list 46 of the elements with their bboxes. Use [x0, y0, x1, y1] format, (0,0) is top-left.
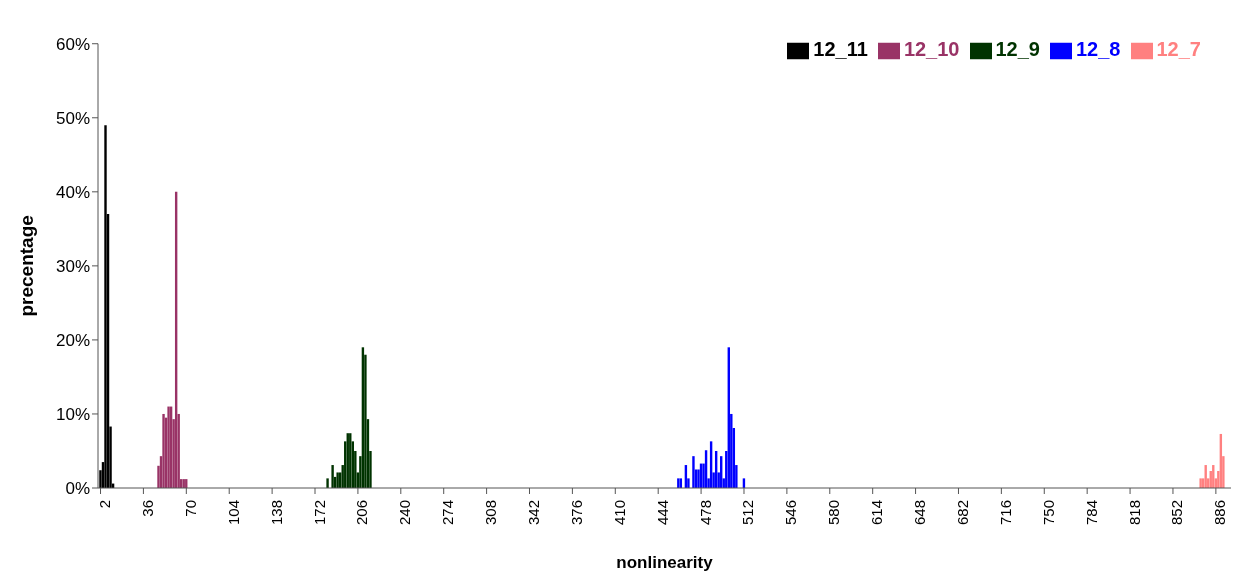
legend-label: 12_9	[995, 38, 1040, 60]
bar	[104, 125, 107, 488]
x-tick-label: 376	[567, 500, 585, 526]
x-tick-label: 172	[310, 500, 328, 526]
x-tick-label: 886	[1211, 500, 1229, 526]
x-tick-label: 36	[138, 500, 156, 517]
x-tick-label: 274	[439, 500, 457, 526]
y-tick-label: 20%	[55, 330, 90, 350]
x-tick-label: 2	[96, 500, 114, 509]
x-tick-label: 342	[525, 500, 542, 526]
x-tick-label: 138	[267, 500, 285, 526]
x-tick-label: 818	[1125, 500, 1143, 526]
x-tick-label: 410	[610, 500, 628, 526]
y-tick-label: 10%	[55, 404, 90, 424]
x-tick-label: 240	[396, 500, 414, 526]
x-axis-title: nonlinearity	[616, 553, 714, 572]
x-tick-label: 478	[696, 500, 714, 526]
y-tick-label: 50%	[55, 108, 90, 128]
y-tick-label: 40%	[55, 182, 90, 202]
y-tick-label: 30%	[55, 256, 90, 276]
x-tick-label: 580	[825, 500, 843, 526]
legend-label: 12_11	[813, 38, 868, 60]
x-tick-label: 546	[782, 500, 800, 526]
x-tick-label: 648	[911, 500, 929, 526]
x-tick-label: 512	[739, 500, 757, 526]
x-tick-label: 852	[1168, 500, 1186, 526]
bar	[326, 478, 329, 488]
bar	[331, 465, 334, 488]
legend-label: 12_10	[903, 38, 960, 60]
x-tick-label: 682	[953, 500, 971, 526]
x-tick-label: 750	[1039, 500, 1057, 526]
x-tick-label: 716	[996, 500, 1014, 526]
x-tick-label: 104	[224, 500, 242, 526]
y-tick-label: 0%	[65, 479, 90, 499]
x-tick-label: 784	[1082, 500, 1100, 526]
x-tick-label: 614	[868, 500, 886, 526]
legend-label: 12_7	[1156, 38, 1201, 60]
y-axis-title: precentage	[15, 215, 37, 317]
y-tick-label: 60%	[55, 34, 90, 54]
x-tick-label: 444	[653, 500, 671, 526]
x-tick-label: 308	[482, 500, 500, 526]
x-tick-label: 206	[353, 500, 371, 526]
x-tick-label: 70	[181, 500, 199, 517]
legend-label: 12_8	[1076, 38, 1121, 60]
bar	[162, 413, 165, 488]
bar	[692, 456, 695, 488]
